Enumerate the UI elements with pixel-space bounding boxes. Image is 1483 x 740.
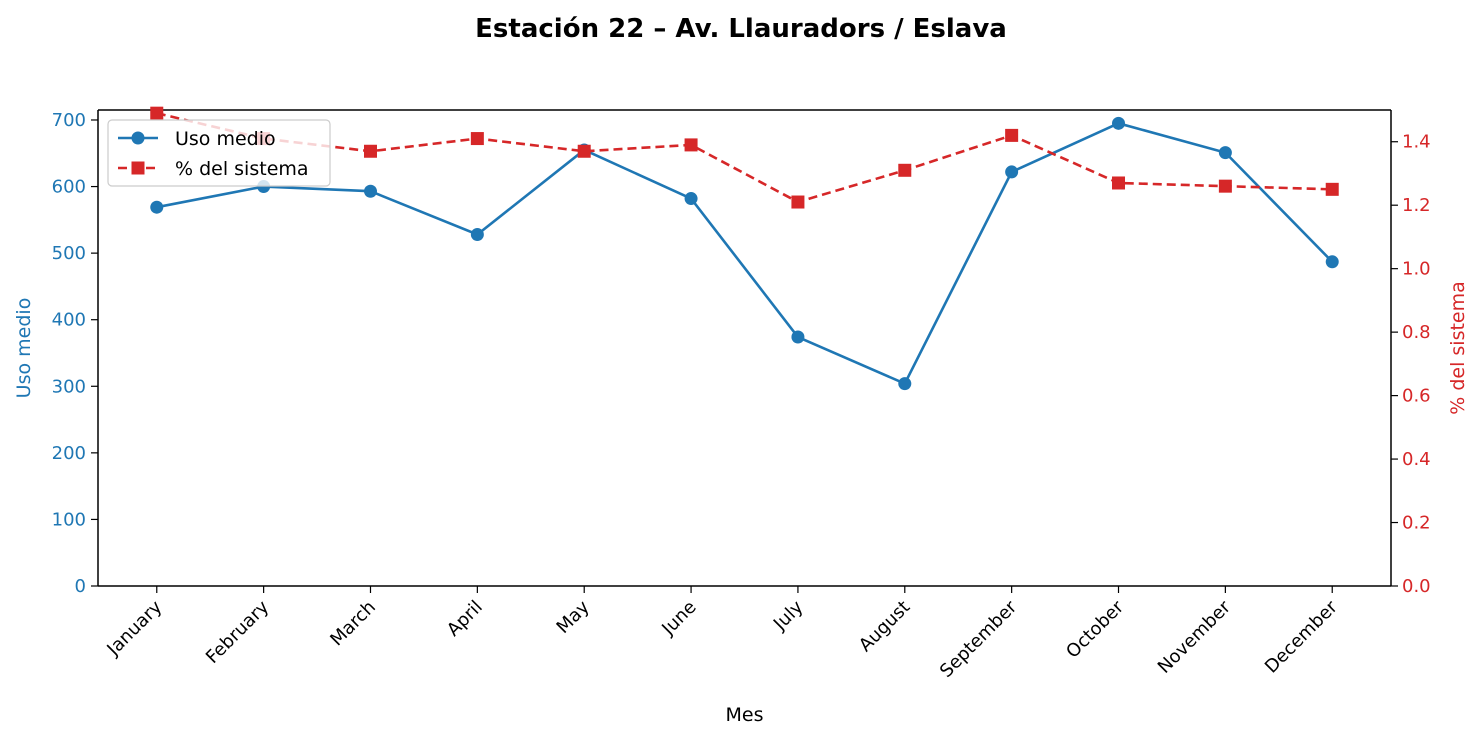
data-point-pct-sistema bbox=[577, 144, 591, 158]
data-point-pct-sistema bbox=[470, 132, 484, 146]
legend-box bbox=[107, 119, 331, 187]
x-tick-label: October bbox=[1062, 596, 1128, 662]
y-left-tick-label: 100 bbox=[52, 509, 86, 530]
x-tick-label: November bbox=[1154, 596, 1235, 677]
legend: Uso medio % del sistema bbox=[107, 119, 331, 187]
y-left-tick-label: 0 bbox=[75, 576, 86, 597]
data-point-uso-medio bbox=[1112, 116, 1126, 130]
y-right-tick-label: 0.2 bbox=[1402, 513, 1431, 534]
series-line-uso-medio bbox=[156, 121, 1334, 386]
x-tick-label: December bbox=[1261, 596, 1342, 677]
data-point-pct-sistema bbox=[1325, 182, 1339, 196]
x-tick-label: September bbox=[936, 596, 1022, 682]
legend-marker-pct-sistema bbox=[131, 161, 145, 175]
x-tick-label: January bbox=[102, 596, 166, 660]
legend-label: Uso medio bbox=[175, 128, 276, 150]
series-line-pct-sistema bbox=[156, 111, 1333, 204]
data-point-uso-medio bbox=[1218, 146, 1232, 160]
data-point-pct-sistema bbox=[150, 106, 164, 120]
y-right-axis-label: % del sistema bbox=[1447, 281, 1469, 415]
data-point-pct-sistema bbox=[363, 144, 377, 158]
y-left-axis-label: Uso medio bbox=[13, 298, 35, 399]
data-point-uso-medio bbox=[150, 200, 164, 214]
legend-label: % del sistema bbox=[175, 158, 309, 180]
axes-layer: 0 100 200 300 400 500 600 700 0.0 0.2 0.4 0.6 0.8 1.0… bbox=[13, 109, 1469, 726]
x-tick-label: April bbox=[443, 597, 487, 641]
data-point-pct-sistema bbox=[1112, 176, 1126, 190]
x-axis-label: Mes bbox=[726, 704, 764, 726]
y-left-tick-label: 300 bbox=[52, 376, 86, 397]
y-right-tick-label: 1.4 bbox=[1402, 132, 1431, 153]
x-tick-label: July bbox=[769, 596, 808, 635]
data-point-pct-sistema bbox=[684, 138, 698, 152]
chart-title: Estación 22 – Av. Llauradors / Eslava bbox=[475, 14, 1007, 44]
y-right-tick-label: 0.0 bbox=[1402, 576, 1431, 597]
data-point-uso-medio bbox=[470, 227, 484, 241]
y-right-tick-label: 0.4 bbox=[1402, 449, 1431, 470]
data-point-pct-sistema bbox=[1005, 128, 1019, 142]
x-tick-label: August bbox=[855, 597, 914, 656]
y-left-tick-label: 200 bbox=[52, 443, 86, 464]
data-point-uso-medio bbox=[1325, 255, 1339, 269]
data-point-pct-sistema bbox=[791, 195, 805, 209]
series-layer bbox=[150, 106, 1339, 391]
x-tick-label: June bbox=[657, 597, 700, 640]
y-right-tick-label: 1.2 bbox=[1402, 195, 1431, 216]
data-point-uso-medio bbox=[1005, 165, 1019, 179]
data-point-uso-medio bbox=[684, 192, 698, 206]
x-tick-label: May bbox=[553, 596, 594, 637]
y-left-tick-label: 600 bbox=[52, 177, 86, 198]
data-point-uso-medio bbox=[898, 377, 912, 391]
y-right-tick-label: 0.6 bbox=[1402, 386, 1431, 407]
data-point-uso-medio bbox=[791, 330, 805, 344]
data-point-pct-sistema bbox=[898, 163, 912, 177]
legend-marker-uso-medio bbox=[131, 131, 145, 145]
y-left-tick-label: 500 bbox=[52, 243, 86, 264]
y-left-tick-label: 400 bbox=[52, 310, 86, 331]
x-tick-label: March bbox=[326, 597, 380, 651]
y-right-tick-label: 1.0 bbox=[1402, 259, 1431, 280]
y-right-tick-label: 0.8 bbox=[1402, 322, 1431, 343]
data-point-pct-sistema bbox=[1218, 179, 1232, 193]
x-tick-label: February bbox=[202, 596, 273, 667]
y-left-tick-label: 700 bbox=[52, 110, 86, 131]
data-point-uso-medio bbox=[363, 184, 377, 198]
